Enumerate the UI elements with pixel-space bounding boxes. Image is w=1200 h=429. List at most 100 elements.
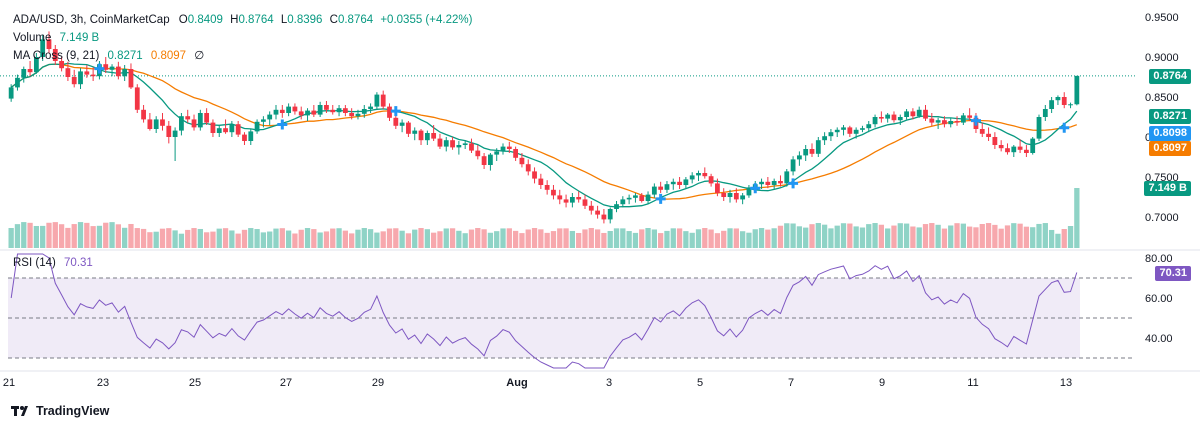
candle-body [349,113,355,117]
volume-bar [153,231,159,248]
volume-bar [449,228,456,248]
volume-bar [292,233,298,248]
candle-body [1030,138,1036,153]
ma-fast-value: 0.8271 [107,50,143,62]
candle-body [412,130,418,134]
volume-bar [620,228,626,248]
ma-cross-label: MA Cross (9, 21) [13,50,100,62]
legend-volume[interactable]: Volume 7.149 B [13,31,99,45]
price-tick-label: 0.9500 [1145,12,1179,24]
candle-body [500,146,506,152]
volume-bar [349,233,355,248]
legend-ma-cross[interactable]: MA Cross (9, 21) 0.8271 0.8097 ∅ [13,49,204,63]
candle-body [33,57,39,73]
ma-cross-marker [788,178,799,189]
candle-body [324,105,329,110]
volume-bar [166,228,172,248]
candlesticks[interactable] [8,31,1080,224]
candle-body [689,175,695,180]
candle-body [488,154,493,165]
close-label: C [329,14,338,26]
volume-bar [285,230,292,248]
volume-bar [544,232,550,248]
rsi-band [8,277,1135,359]
candle-body [27,69,33,73]
candle-body [431,133,437,139]
volume-bar [456,230,462,248]
candle-body [46,39,52,49]
volume-bar [412,229,418,248]
volume-bar [645,228,651,248]
candle-body [311,110,317,115]
volume-bar [985,223,992,248]
candle-body [147,119,153,129]
candle-body [923,109,928,119]
volume-bar [304,228,311,248]
volume-bar [468,229,475,248]
candle-body [1055,97,1061,101]
candle-body [374,94,380,107]
volume-bar [512,230,519,248]
candle-body [418,130,424,141]
time-tick-label: 5 [697,377,703,389]
volume-bar [386,228,393,248]
rsi-series-line [10,253,1078,369]
volume-bar [878,224,885,248]
volume-bar [361,228,367,248]
volume-bar [676,228,683,248]
rsi-label-badge: 70.31 [1155,266,1191,281]
volume-bar [147,232,153,248]
volume-bar [935,224,941,248]
tradingview-brand[interactable]: TradingView [11,404,109,418]
volume-bar [1017,223,1023,248]
candle-body [52,49,58,61]
candle-body [481,156,487,165]
volume-bar [40,225,46,248]
candle-body [639,195,645,201]
volume-bar [254,229,260,248]
volume-bar [424,229,430,248]
candle-body [759,181,764,185]
volume-bar [777,225,784,248]
candle-body [582,199,588,206]
volume-bar [33,225,40,248]
volume-bar [185,229,191,248]
volume-bar [235,233,241,248]
candle-body [59,61,64,69]
candle-body [90,74,96,77]
candle-body [986,133,991,137]
volume-bar [733,228,739,248]
time-axis[interactable]: 21 23 25 27 29 Aug 3 5 7 9 11 13 [3,377,1072,389]
symbol-title[interactable]: ADA/USD, 3h, CoinMarketCap [13,14,170,26]
candle-body [557,195,563,200]
legend-rsi[interactable]: RSI (14) 70.31 [13,256,93,270]
volume-bar [273,228,279,248]
volume-label-badge: 7.149 B [1144,181,1191,196]
candle-body [21,69,27,78]
candle-body [153,119,159,129]
legend-main[interactable]: ADA/USD, 3h, CoinMarketCap O0.8409 H0.87… [13,13,472,27]
volume-bar [695,229,702,248]
rsi-axis[interactable]: 80.00 60.00 40.00 [1145,253,1173,345]
candle-body [822,136,828,141]
candle-body [828,132,834,137]
candle-body [513,149,519,158]
ma-cross-marker [970,115,981,126]
volume-label: Volume [13,32,52,44]
volume-bar [418,228,424,248]
candle-body [443,140,449,147]
candle-body [210,122,216,133]
candle-body [715,183,720,193]
ma-fast-line [10,62,1078,208]
candle-body [595,210,600,215]
volume-bar [90,226,96,248]
volume-bar [563,228,569,248]
candle-body [841,127,846,130]
candle-body [279,109,285,113]
volume-bar [929,223,935,248]
volume-bar [336,228,342,248]
volume-bar [588,228,594,248]
candle-body [317,105,323,115]
rsi-value: 70.31 [64,257,93,269]
